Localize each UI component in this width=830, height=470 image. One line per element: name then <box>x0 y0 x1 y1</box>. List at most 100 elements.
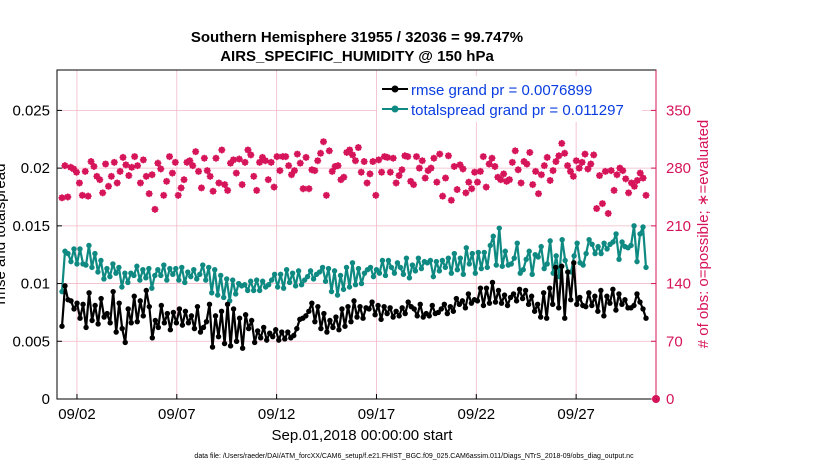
spread-point <box>415 255 422 261</box>
rmse-point <box>522 287 529 294</box>
obs-evaluated-point <box>549 167 557 175</box>
obs-evaluated-point <box>459 165 467 173</box>
rmse-point <box>519 295 526 302</box>
spread-point <box>634 258 640 265</box>
rmse-point <box>233 338 240 344</box>
spread-point <box>418 265 425 272</box>
obs-evaluated-point <box>357 168 365 176</box>
spread-point <box>104 265 110 272</box>
spread-point <box>481 249 487 256</box>
spread-point <box>529 271 535 278</box>
rmse-point <box>119 325 125 332</box>
rmse-point <box>164 310 171 317</box>
obs-evaluated-point <box>349 151 357 159</box>
rmse-point <box>309 300 315 306</box>
spread-point <box>164 277 170 283</box>
obs-evaluated-point <box>386 168 394 176</box>
obs-evaluated-point <box>78 191 86 199</box>
spread-point <box>286 279 293 286</box>
spread-point <box>218 272 224 279</box>
spread-point <box>541 265 547 272</box>
obs-evaluated-point <box>250 172 258 180</box>
obs-evaluated-point <box>131 153 139 161</box>
spread-point <box>454 267 461 273</box>
spread-point <box>595 243 601 250</box>
obs-evaluated-point <box>433 178 441 186</box>
rmse-point <box>251 339 258 346</box>
obs-evaluated-point <box>427 164 435 172</box>
spread-point <box>152 272 158 279</box>
spread-point <box>158 272 164 279</box>
spread-point <box>400 271 407 278</box>
rmse-point <box>86 290 92 296</box>
obs-evaluated-point <box>116 167 124 175</box>
obs-evaluated-point <box>601 167 609 175</box>
rmse-point <box>387 305 393 311</box>
obs-evaluated-point <box>192 148 200 156</box>
rmse-point <box>333 314 339 320</box>
rmse-point <box>321 310 327 317</box>
rmse-point <box>366 306 372 312</box>
obs-evaluated-point <box>453 186 461 194</box>
rmse-point <box>134 318 140 325</box>
obs-evaluated-point <box>119 153 127 161</box>
obs-evaluated-point <box>235 155 243 163</box>
rmse-point <box>59 323 65 329</box>
spread-point <box>233 291 239 297</box>
obs-evaluated-point <box>625 189 633 197</box>
obs-evaluated-point <box>412 153 420 161</box>
rmse-point <box>264 337 270 343</box>
y-right-tick-label: 210 <box>666 218 691 235</box>
spread-point <box>580 262 586 268</box>
spread-point <box>367 264 374 271</box>
spread-point <box>89 264 95 271</box>
rmse-point <box>68 298 74 304</box>
legend-spread-label: totalspread grand pr = 0.011297 <box>411 102 624 119</box>
obs-evaluated-point <box>87 158 95 166</box>
spread-point <box>391 270 398 276</box>
obs-evaluated-point <box>154 159 162 167</box>
obs-evaluated-point <box>517 179 525 187</box>
obs-evaluated-point <box>221 181 229 189</box>
rmse-point <box>276 337 282 343</box>
spread-point <box>209 290 215 296</box>
y-left-tick-label: 0.01 <box>21 276 50 293</box>
spread-point <box>179 264 185 271</box>
obs-evaluated-point <box>288 171 296 179</box>
rmse-point <box>378 316 384 323</box>
rmse-point <box>125 306 131 312</box>
obs-evaluated-point <box>627 179 635 187</box>
spread-point <box>643 264 649 271</box>
y-right-tick-label: 70 <box>666 333 683 350</box>
obs-evaluated-point <box>613 171 621 179</box>
spread-point <box>325 265 332 272</box>
rmse-point <box>592 293 598 299</box>
rmse-point <box>152 317 159 324</box>
spread-point <box>610 239 616 245</box>
spread-point <box>478 265 484 272</box>
rmse-point <box>604 293 610 299</box>
obs-evaluated-point <box>90 162 98 170</box>
spread-point <box>439 257 446 264</box>
spread-point <box>508 261 514 267</box>
rmse-point <box>143 287 149 294</box>
rmse-point <box>77 315 83 321</box>
rmse-point <box>631 302 637 309</box>
rmse-point <box>71 306 77 312</box>
x-tick-label: 09/27 <box>557 406 595 423</box>
rmse-point <box>236 315 243 321</box>
obs-evaluated-point <box>125 172 133 180</box>
y-left-tick-label: 0.025 <box>12 102 50 119</box>
obs-evaluated-point <box>314 157 322 165</box>
rmse-point <box>239 345 246 351</box>
rmse-point <box>501 292 508 298</box>
rmse-point <box>634 291 640 297</box>
rmse-point <box>586 290 592 296</box>
obs-evaluated-point <box>415 164 423 172</box>
spread-point <box>98 257 104 264</box>
spread-point <box>487 242 493 249</box>
spread-point <box>637 231 643 237</box>
spread-point <box>230 277 236 283</box>
obs-evaluated-point <box>607 167 615 175</box>
